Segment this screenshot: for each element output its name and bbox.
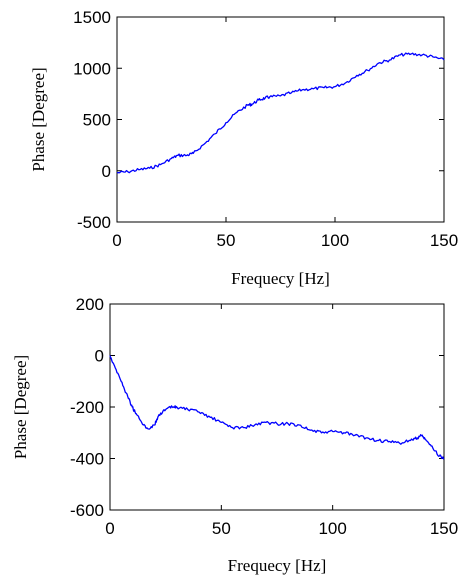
x-tick-label: 150 [430, 231, 458, 250]
x-axis-label: Frequecy [Hz] [228, 556, 327, 575]
y-axis-label: Phase [Degree] [29, 67, 48, 171]
x-tick-label: 50 [212, 519, 231, 538]
y-tick-label: -200 [70, 398, 104, 417]
x-tick-label: 50 [217, 231, 236, 250]
y-tick-label: -500 [77, 213, 111, 232]
x-tick-label: 100 [321, 231, 349, 250]
x-tick-label: 100 [318, 519, 346, 538]
x-axis-label: Frequecy [Hz] [231, 269, 330, 288]
y-tick-label: 0 [95, 347, 104, 366]
y-tick-label: 1000 [73, 59, 111, 78]
y-tick-label: -600 [70, 501, 104, 520]
bottom-phase-plot: 0 50 100 150 200 0 -200 -400 -600 Frequecy [Hz] Ph… [11, 295, 458, 575]
plot-frame [116, 16, 445, 223]
y-tick-label: 200 [76, 295, 104, 314]
y-tick-label: 0 [102, 162, 111, 181]
y-tick-label: -400 [70, 450, 104, 469]
y-axis-label: Phase [Degree] [11, 355, 30, 459]
plot-frame [109, 303, 445, 511]
x-tick-label: 0 [112, 231, 121, 250]
y-tick-label: 500 [83, 111, 111, 130]
phase-series-line [116, 52, 445, 174]
x-tick-label: 0 [105, 519, 114, 538]
x-tick-label: 150 [430, 519, 458, 538]
y-tick-label: 1500 [73, 8, 111, 27]
phase-series-line [109, 355, 445, 460]
